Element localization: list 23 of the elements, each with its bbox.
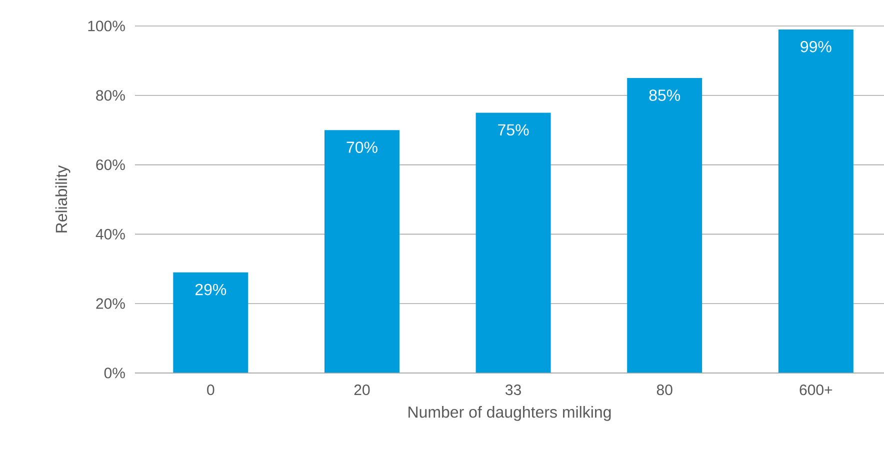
y-tick-label: 0% bbox=[104, 368, 125, 378]
y-tick-label: 80% bbox=[96, 90, 125, 101]
bar bbox=[627, 78, 702, 373]
y-axis-title: Reliability bbox=[55, 165, 70, 232]
data-label: 99% bbox=[800, 41, 832, 52]
y-tick-label: 100% bbox=[88, 20, 125, 32]
data-label: 85% bbox=[649, 90, 680, 101]
y-tick-label: 40% bbox=[96, 228, 125, 240]
bar bbox=[778, 29, 854, 373]
y-tick-label: 20% bbox=[96, 298, 125, 309]
x-tick-label: 33 bbox=[506, 384, 521, 396]
x-tick-label: 20 bbox=[354, 384, 370, 396]
bar bbox=[476, 112, 551, 373]
x-tick-label: 0 bbox=[207, 384, 214, 396]
y-tick-label: 60% bbox=[96, 159, 125, 170]
bar bbox=[324, 130, 400, 373]
x-tick-label: 600+ bbox=[800, 384, 832, 396]
x-tick-label: 80 bbox=[656, 384, 672, 396]
data-label: 75% bbox=[498, 124, 529, 136]
data-label: 29% bbox=[195, 284, 226, 296]
bar bbox=[173, 272, 248, 373]
data-label: 70% bbox=[346, 142, 378, 153]
x-axis-title: Number of daughters milking bbox=[408, 406, 611, 421]
